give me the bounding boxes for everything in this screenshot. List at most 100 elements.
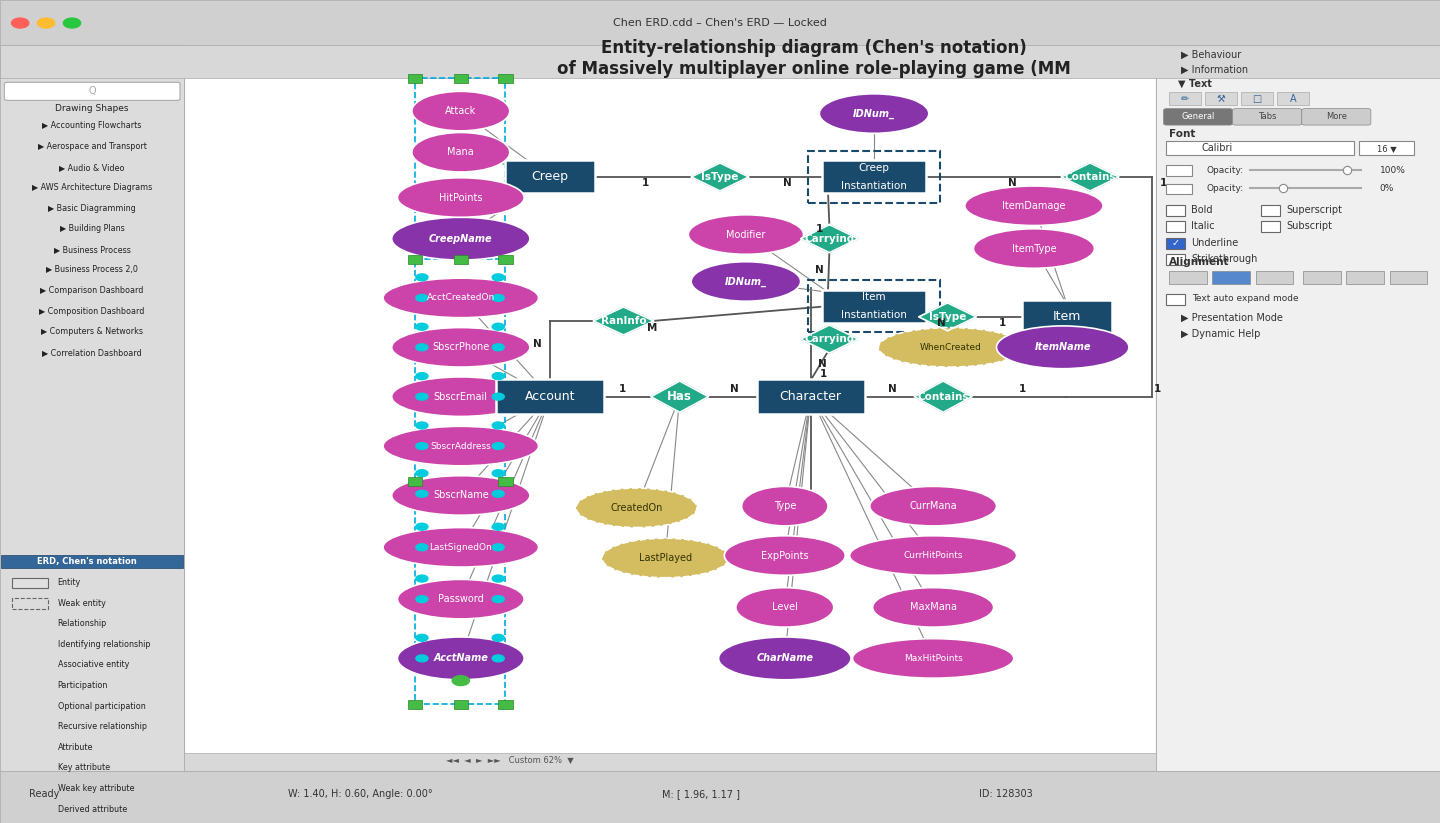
- Text: Subscript: Subscript: [1286, 221, 1332, 231]
- Ellipse shape: [383, 278, 539, 318]
- Text: 0%: 0%: [1380, 184, 1394, 193]
- FancyBboxPatch shape: [495, 379, 605, 414]
- Text: M: M: [647, 323, 658, 332]
- Text: HitPoints: HitPoints: [439, 193, 482, 202]
- Text: Superscript: Superscript: [1286, 205, 1342, 215]
- Text: 1: 1: [1159, 178, 1168, 188]
- FancyBboxPatch shape: [0, 45, 1440, 78]
- Text: ▶ Behaviour: ▶ Behaviour: [1181, 49, 1241, 59]
- Text: ▶ Comparison Dashboard: ▶ Comparison Dashboard: [40, 286, 144, 295]
- Circle shape: [492, 422, 504, 429]
- Text: Character: Character: [779, 390, 842, 403]
- Text: IDNum_: IDNum_: [724, 277, 768, 286]
- FancyBboxPatch shape: [408, 74, 422, 83]
- Circle shape: [492, 393, 504, 400]
- Circle shape: [492, 323, 504, 330]
- Text: ItemType: ItemType: [1012, 244, 1056, 253]
- Text: 1: 1: [1018, 384, 1027, 394]
- Text: Modifier: Modifier: [726, 230, 766, 239]
- Circle shape: [492, 470, 504, 477]
- FancyBboxPatch shape: [1346, 271, 1384, 284]
- Ellipse shape: [397, 178, 524, 217]
- Text: Text auto expand mode: Text auto expand mode: [1192, 295, 1299, 303]
- Ellipse shape: [412, 133, 510, 172]
- Text: Underline: Underline: [1191, 238, 1238, 248]
- FancyBboxPatch shape: [184, 753, 1156, 771]
- Text: Alignment: Alignment: [1169, 257, 1230, 267]
- Text: RanInfo: RanInfo: [600, 316, 647, 326]
- Ellipse shape: [576, 488, 697, 528]
- Circle shape: [492, 443, 504, 449]
- FancyBboxPatch shape: [1212, 271, 1250, 284]
- Text: Contains: Contains: [917, 392, 969, 402]
- Ellipse shape: [724, 536, 845, 575]
- Text: SbscrPhone: SbscrPhone: [432, 342, 490, 352]
- Text: Item: Item: [1053, 310, 1081, 323]
- Polygon shape: [691, 163, 749, 191]
- Text: Relationship: Relationship: [58, 620, 107, 628]
- Circle shape: [492, 635, 504, 641]
- Text: WhenCreated: WhenCreated: [920, 343, 981, 351]
- Ellipse shape: [688, 215, 804, 254]
- FancyBboxPatch shape: [1166, 141, 1354, 155]
- Text: Ready: Ready: [29, 788, 59, 798]
- Text: Italic: Italic: [1191, 221, 1214, 231]
- FancyBboxPatch shape: [408, 255, 422, 264]
- FancyBboxPatch shape: [1164, 109, 1233, 125]
- Circle shape: [37, 18, 55, 28]
- Circle shape: [416, 295, 428, 301]
- FancyBboxPatch shape: [1303, 271, 1341, 284]
- Text: Carrying: Carrying: [805, 234, 854, 244]
- FancyBboxPatch shape: [408, 477, 422, 486]
- Text: IDNum_: IDNum_: [852, 109, 896, 119]
- Circle shape: [416, 655, 428, 662]
- FancyBboxPatch shape: [1359, 141, 1414, 155]
- Text: LastSignedOn: LastSignedOn: [429, 543, 492, 551]
- Text: Weak key attribute: Weak key attribute: [58, 784, 134, 793]
- Text: ▶ Composition Dashboard: ▶ Composition Dashboard: [39, 307, 145, 315]
- Text: N: N: [730, 384, 739, 394]
- Text: 1: 1: [819, 370, 828, 379]
- Text: 1: 1: [641, 178, 649, 188]
- Circle shape: [416, 393, 428, 400]
- FancyBboxPatch shape: [1390, 271, 1427, 284]
- FancyBboxPatch shape: [1166, 254, 1185, 265]
- FancyBboxPatch shape: [498, 477, 513, 486]
- Text: N: N: [937, 319, 946, 328]
- Ellipse shape: [397, 579, 524, 619]
- Text: Identifying relationship: Identifying relationship: [58, 640, 150, 649]
- Circle shape: [492, 596, 504, 602]
- Ellipse shape: [397, 637, 524, 680]
- Text: 1: 1: [998, 319, 1007, 328]
- FancyBboxPatch shape: [454, 74, 468, 83]
- FancyBboxPatch shape: [0, 771, 1440, 823]
- Text: A: A: [1290, 94, 1296, 104]
- Text: ▶ Audio & Video: ▶ Audio & Video: [59, 163, 125, 171]
- Text: ID: 128303: ID: 128303: [979, 788, 1032, 798]
- FancyBboxPatch shape: [0, 45, 184, 771]
- FancyBboxPatch shape: [4, 82, 180, 100]
- FancyBboxPatch shape: [1166, 238, 1185, 249]
- Circle shape: [492, 655, 504, 662]
- FancyBboxPatch shape: [1156, 45, 1440, 771]
- Circle shape: [63, 18, 81, 28]
- Polygon shape: [593, 307, 654, 335]
- Circle shape: [452, 676, 469, 686]
- FancyBboxPatch shape: [1169, 92, 1201, 105]
- Text: Key attribute: Key attribute: [58, 764, 109, 772]
- Ellipse shape: [383, 528, 539, 567]
- Text: CurrMana: CurrMana: [909, 501, 958, 511]
- Text: ✏: ✏: [1181, 94, 1189, 104]
- FancyBboxPatch shape: [12, 578, 48, 588]
- Text: ExpPoints: ExpPoints: [760, 551, 809, 560]
- Ellipse shape: [996, 326, 1129, 369]
- Text: ◄◄  ◄  ►  ►►   Custom 62%  ▼: ◄◄ ◄ ► ►► Custom 62% ▼: [446, 755, 575, 764]
- FancyBboxPatch shape: [0, 0, 1440, 45]
- Text: MaxMana: MaxMana: [910, 602, 956, 612]
- Text: ▶ Accounting Flowcharts: ▶ Accounting Flowcharts: [42, 122, 143, 130]
- Text: CreatedOn: CreatedOn: [611, 503, 662, 513]
- FancyBboxPatch shape: [454, 255, 468, 264]
- Ellipse shape: [691, 262, 801, 301]
- Text: Chen ERD.cdd – Chen's ERD — Locked: Chen ERD.cdd – Chen's ERD — Locked: [613, 18, 827, 28]
- Text: □: □: [1253, 94, 1261, 104]
